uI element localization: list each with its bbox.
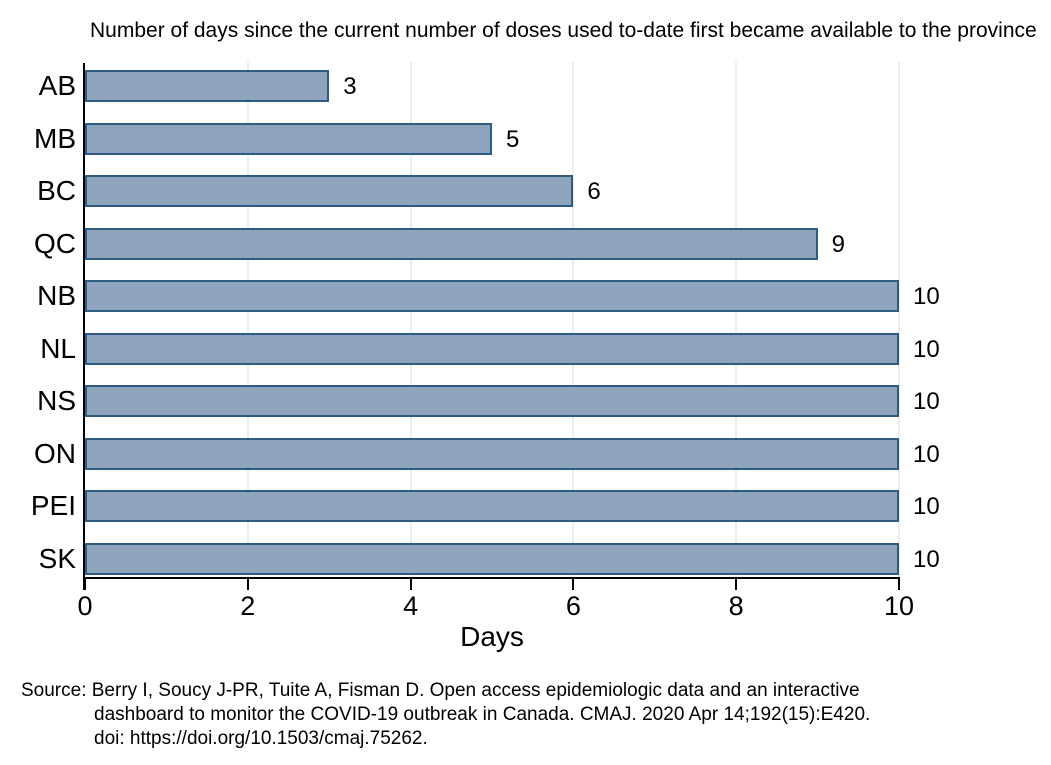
category-label-on: ON: [34, 437, 76, 469]
bar-nl: [85, 332, 899, 365]
x-tick-label-6: 6: [565, 591, 581, 621]
gridline-x-8: [735, 62, 738, 578]
category-label-bc: BC: [37, 175, 76, 207]
x-tick-label-2: 2: [240, 591, 256, 621]
category-label-nl: NL: [40, 332, 76, 364]
category-label-nb: NB: [37, 280, 76, 312]
x-tick-2: [246, 579, 249, 590]
value-label-ab: 3: [343, 73, 357, 100]
bar-on: [85, 437, 899, 470]
value-label-bc: 6: [587, 178, 601, 206]
x-tick-6: [572, 579, 575, 590]
bar-bc: [85, 175, 574, 208]
y-axis-line: [83, 63, 85, 590]
source-line-2: dashboard to monitor the COVID-19 outbre…: [94, 704, 871, 725]
x-tick-0: [84, 579, 86, 590]
x-tick-8: [735, 579, 738, 590]
value-label-ns: 10: [913, 388, 940, 416]
gridline-x-6: [572, 62, 575, 578]
x-tick-4: [409, 579, 412, 590]
x-tick-label-10: 10: [883, 591, 915, 621]
value-label-pei: 10: [913, 493, 940, 521]
value-label-nl: 10: [913, 335, 940, 363]
bar-qc: [85, 227, 818, 260]
bar-nb: [85, 280, 899, 313]
x-axis-line: [84, 577, 900, 579]
x-tick-10: [898, 579, 900, 590]
bar-ns: [85, 385, 899, 418]
gridline-x-10: [898, 62, 900, 578]
x-tick-label-8: 8: [728, 591, 744, 621]
value-label-mb: 5: [506, 125, 520, 153]
value-label-on: 10: [913, 440, 940, 468]
category-label-ns: NS: [37, 385, 76, 417]
source-citation: Source: Berry I, Soucy J-PR, Tuite A, Fi…: [21, 679, 1051, 751]
value-label-sk: 10: [913, 545, 940, 573]
chart-title: Number of days since the current number …: [90, 19, 1037, 42]
bar-mb: [85, 122, 492, 155]
bar-ab: [85, 70, 330, 102]
value-label-nb: 10: [913, 283, 940, 311]
x-axis-label: Days: [460, 621, 524, 652]
bar-sk: [85, 542, 899, 575]
gridline-x-2: [246, 62, 249, 578]
plot-area: 3 5 6 9 10 10 10 10 10 10: [85, 62, 940, 578]
source-line-1: Source: Berry I, Soucy J-PR, Tuite A, Fi…: [21, 680, 860, 701]
category-label-qc: QC: [34, 227, 76, 259]
value-label-qc: 9: [831, 230, 845, 258]
category-label-ab: AB: [38, 70, 76, 101]
category-label-mb: MB: [34, 122, 76, 154]
category-label-sk: SK: [38, 542, 76, 574]
source-line-3: doi: https://doi.org/10.1503/cmaj.75262.: [94, 728, 428, 749]
category-label-pei: PEI: [30, 490, 76, 522]
x-tick-label-4: 4: [403, 591, 419, 621]
x-tick-label-0: 0: [77, 591, 93, 621]
bar-pei: [85, 490, 899, 523]
gridline-x-4: [409, 62, 412, 578]
